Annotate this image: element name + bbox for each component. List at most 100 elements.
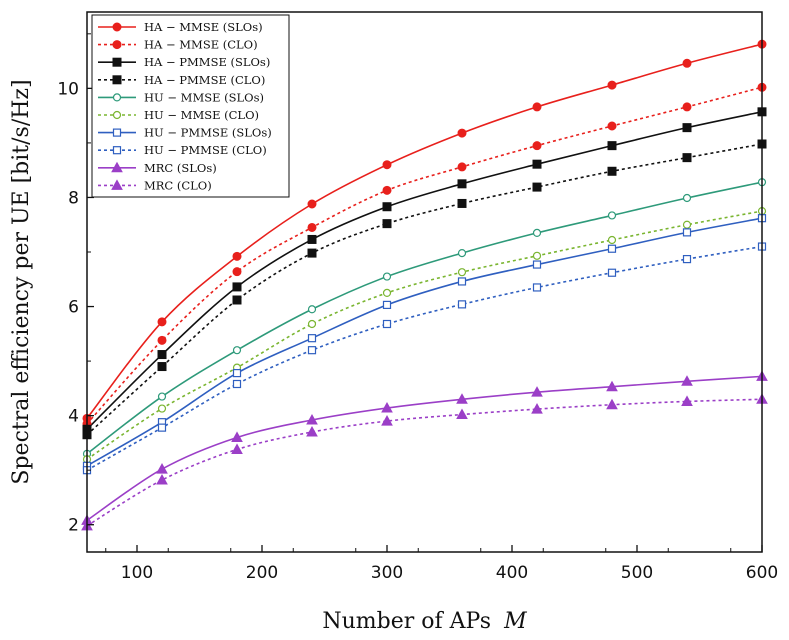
legend-entry: HU − PMMSE (SLOs) [98, 126, 272, 140]
legend-label: HA − MMSE (SLOs) [144, 20, 263, 34]
legend-label: HU − MMSE (SLOs) [144, 90, 264, 104]
y-tick-label: 8 [68, 188, 79, 208]
data-point [232, 267, 242, 277]
legend-entry: HU − MMSE (CLO) [98, 108, 259, 122]
series-line-10 [87, 398, 762, 527]
data-point [606, 380, 618, 392]
data-point [157, 350, 167, 360]
series-line-5 [87, 181, 762, 455]
data-point [607, 80, 617, 90]
series-line-6 [87, 210, 762, 460]
legend-entry: HA − MMSE (SLOs) [98, 20, 263, 34]
legend-marker [112, 128, 122, 137]
legend-entry: HA − PMMSE (CLO) [98, 73, 265, 87]
data-point [457, 248, 467, 258]
data-point [382, 288, 392, 298]
series-line-4 [87, 143, 762, 436]
legend-label: MRC (SLOs) [144, 161, 217, 175]
data-point [307, 234, 317, 244]
data-point [232, 251, 242, 261]
data-point [307, 248, 317, 258]
x-tick-label: 300 [371, 563, 403, 583]
x-tick-label: 500 [621, 563, 653, 583]
data-point [232, 282, 242, 292]
legend-marker [112, 110, 122, 120]
legend-marker [111, 161, 123, 173]
series-line-2 [87, 86, 762, 425]
x-tick-label: 600 [746, 563, 778, 583]
data-point [456, 393, 468, 404]
data-point [532, 283, 542, 292]
legend-label: MRC (CLO) [144, 178, 212, 192]
data-point [682, 153, 692, 163]
data-point [157, 335, 167, 345]
data-point [532, 102, 542, 112]
data-point [607, 121, 617, 131]
data-point [607, 244, 617, 253]
data-point [157, 423, 167, 432]
legend-marker [112, 40, 122, 50]
data-point [382, 219, 392, 229]
plot-frame [86, 11, 763, 553]
data-point [306, 413, 318, 425]
data-point [607, 235, 617, 245]
data-point [681, 395, 693, 406]
legend-label: HA − PMMSE (SLOs) [144, 55, 270, 69]
legend-label: HA − MMSE (CLO) [144, 38, 258, 52]
data-point [682, 58, 692, 68]
data-point [682, 123, 692, 133]
data-point [682, 254, 692, 264]
legend-entry: HA − PMMSE (SLOs) [98, 55, 270, 69]
legend-marker [111, 179, 123, 190]
data-point [382, 202, 392, 212]
data-point [307, 334, 317, 343]
y-tick-label: 4 [68, 407, 79, 427]
data-point [532, 228, 542, 238]
legend-marker [112, 146, 122, 155]
series-line-1 [87, 43, 762, 419]
data-point [531, 403, 543, 414]
data-point [307, 222, 317, 232]
data-point [382, 319, 392, 329]
data-point [232, 295, 242, 305]
legend-marker [112, 75, 122, 85]
data-point [156, 463, 168, 474]
data-point [382, 185, 392, 195]
data-point [157, 362, 167, 372]
legend-entry: MRC (SLOs) [98, 161, 217, 175]
data-point [232, 346, 242, 355]
data-point [532, 182, 542, 192]
y-tick-label: 2 [68, 516, 79, 536]
x-tick-label: 400 [496, 563, 528, 583]
data-point [607, 141, 617, 151]
legend: HA − MMSE (SLOs) HA − MMSE (CLO) HA − PMMS… [91, 14, 290, 198]
x-tick-label: 200 [246, 563, 278, 583]
data-point [382, 160, 392, 170]
data-point [681, 375, 693, 386]
y-tick-label: 10 [57, 79, 79, 99]
data-point [457, 162, 467, 172]
data-point [607, 211, 617, 220]
legend-label: HU − MMSE (CLO) [144, 108, 259, 122]
data-point [457, 300, 467, 309]
data-point [156, 473, 168, 485]
data-point [157, 392, 167, 401]
series-line-9 [87, 375, 762, 522]
x-axis-label-text: Number of APs [322, 609, 491, 634]
data-point [607, 166, 617, 176]
legend-marker [112, 93, 122, 102]
legend-entry: MRC (CLO) [98, 178, 212, 192]
data-point [456, 408, 468, 420]
series-line-7 [87, 217, 762, 467]
data-point [457, 268, 467, 277]
x-tick-label: 100 [121, 563, 153, 583]
legend-entry: HU − MMSE (SLOs) [98, 90, 264, 104]
x-axis-label-variable: M [503, 609, 527, 634]
data-point [307, 199, 317, 209]
data-point [157, 404, 167, 413]
data-point [307, 346, 317, 355]
data-point [231, 431, 243, 442]
data-point [232, 368, 242, 378]
series-line-8 [87, 245, 762, 471]
